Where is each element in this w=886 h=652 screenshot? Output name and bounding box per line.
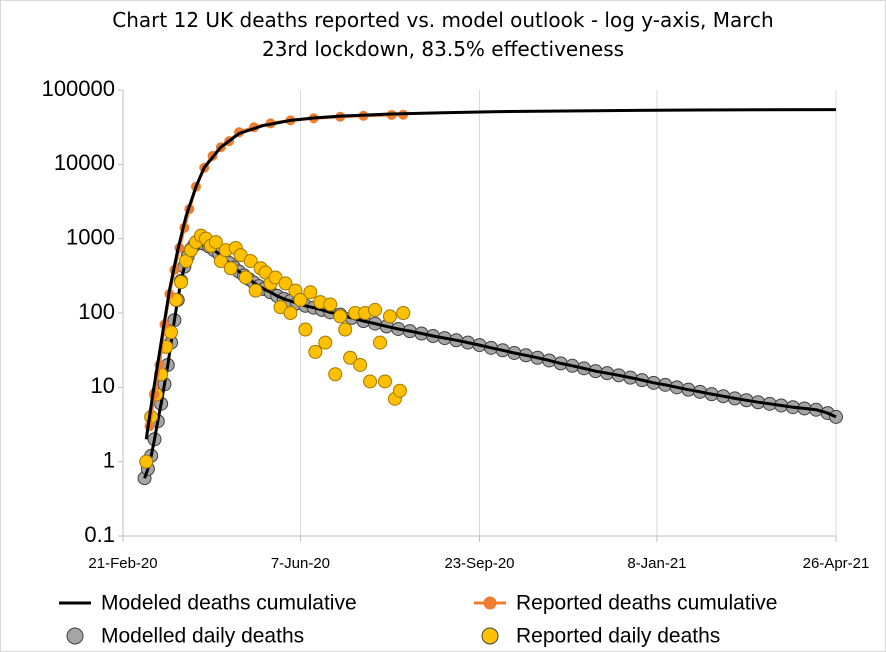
data-point — [174, 275, 189, 290]
data-point — [283, 306, 298, 320]
data-point — [208, 235, 223, 250]
y-tick-label: 10 — [91, 373, 115, 398]
data-point — [363, 374, 378, 389]
y-tick-label: 1 — [103, 447, 115, 472]
data-point — [396, 306, 411, 320]
data-point — [392, 383, 407, 398]
y-tick-label: 100 — [78, 299, 115, 324]
data-point — [368, 302, 383, 317]
data-point — [238, 270, 253, 285]
y-tick-label: 1000 — [66, 224, 115, 249]
data-point — [323, 297, 338, 312]
x-tick-label: 21-Feb-20 — [88, 555, 157, 572]
series-line — [144, 108, 837, 440]
y-tick-label: 10000 — [54, 150, 115, 175]
data-point — [303, 285, 318, 300]
x-tick-label: 23-Sep-20 — [444, 555, 514, 572]
data-point — [243, 254, 258, 269]
data-point — [248, 283, 263, 298]
legend-item: Modeled deaths cumulative — [59, 592, 357, 615]
data-point — [338, 322, 353, 337]
data-point — [333, 309, 348, 324]
legend-marker — [481, 627, 499, 645]
chart-title: Chart 12 UK deaths reported vs. model ou… — [112, 8, 774, 61]
legend-label: Modelled daily deaths — [101, 625, 304, 648]
data-point — [139, 454, 154, 469]
data-point — [382, 309, 397, 324]
y-tick-label: 0.1 — [84, 522, 115, 547]
data-point — [308, 344, 323, 359]
data-point — [829, 409, 843, 424]
x-tick-label: 7-Jun-20 — [271, 555, 330, 572]
legend-item: Reported daily deaths — [481, 625, 720, 648]
data-point — [318, 335, 333, 350]
y-tick-label: 100000 — [42, 76, 115, 101]
data-point — [353, 357, 368, 372]
x-tick-label: 8-Jan-21 — [627, 555, 686, 572]
data-point — [298, 322, 313, 337]
data-point — [373, 335, 388, 350]
legend-label: Modeled deaths cumulative — [101, 592, 357, 615]
legend-item: Reported deaths cumulative — [474, 592, 778, 615]
x-tick-label: 26-Apr-21 — [803, 555, 870, 572]
data-point — [343, 350, 358, 365]
legend-item: Modelled daily deaths — [66, 625, 304, 648]
legend-marker — [483, 596, 497, 610]
data-point — [223, 261, 238, 276]
legend-label: Reported deaths cumulative — [516, 592, 778, 615]
data-point — [328, 367, 343, 382]
data-point — [377, 374, 392, 389]
data-point — [293, 292, 308, 307]
legend-label: Reported daily deaths — [516, 625, 720, 648]
legend-marker — [66, 627, 84, 645]
data-point — [278, 276, 293, 291]
